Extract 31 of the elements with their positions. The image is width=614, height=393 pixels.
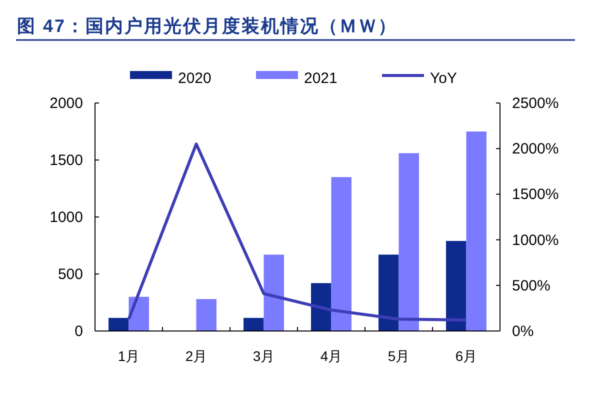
bar — [264, 254, 284, 331]
bar — [466, 132, 486, 331]
x-tick-label: 6月 — [455, 348, 478, 364]
bar — [108, 318, 129, 331]
legend-label: 2020 — [178, 70, 212, 87]
bar — [378, 254, 399, 331]
x-tick-label: 2月 — [185, 348, 208, 364]
legend-label: YoY — [430, 70, 457, 87]
y-tick-label: 500 — [58, 266, 83, 283]
x-tick-label: 5月 — [388, 348, 410, 364]
x-tick-label: 3月 — [252, 348, 275, 364]
bar — [446, 240, 466, 331]
y2-tick-label: 500% — [512, 277, 550, 294]
y-tick-label: 1500 — [50, 152, 83, 169]
bar — [244, 318, 264, 331]
x-tick-label: 4月 — [320, 348, 342, 364]
x-tick-label: 1月 — [118, 348, 140, 364]
chart-title: 图 47：国内户用光伏月度装机情况（ＭＷ） — [17, 16, 398, 36]
bar — [398, 153, 419, 331]
y2-tick-label: 1000% — [512, 232, 559, 249]
y2-tick-label: 2500% — [512, 95, 559, 112]
y-tick-label: 1000 — [50, 209, 83, 226]
bar — [311, 283, 332, 331]
y-tick-label: 0 — [74, 323, 83, 340]
y2-tick-label: 1500% — [512, 186, 559, 204]
legend-label: 2021 — [304, 70, 338, 87]
y2-tick-label: 0% — [512, 323, 534, 340]
bar — [331, 177, 352, 331]
y2-tick-label: 2000% — [512, 140, 559, 158]
bar — [196, 299, 216, 331]
y-tick-label: 2000 — [50, 95, 83, 112]
